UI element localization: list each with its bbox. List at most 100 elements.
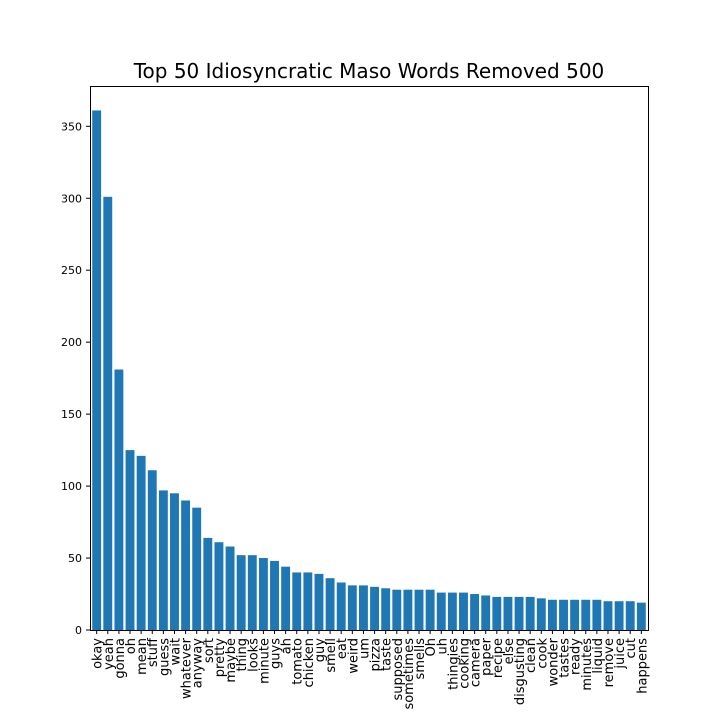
bar-weird xyxy=(347,585,357,630)
bar-guess xyxy=(158,490,168,630)
x-tick-label: recipe xyxy=(491,638,506,678)
bar-sort xyxy=(203,537,213,630)
x-tick-label: tastes xyxy=(558,638,573,678)
chart-title: Top 50 Idiosyncratic Maso Words Removed … xyxy=(133,59,605,83)
x-tick-label: camera xyxy=(469,638,484,687)
bar-cook xyxy=(536,598,546,630)
bar-okay xyxy=(92,110,102,631)
x-tick-label: smell xyxy=(324,638,339,673)
x-tick-label: uh xyxy=(435,638,450,654)
bar-minute xyxy=(258,558,268,630)
bar-cut xyxy=(625,601,635,630)
bar-disgusting xyxy=(514,596,524,630)
bar-mean xyxy=(136,455,146,630)
x-tick-label: cook xyxy=(535,638,550,669)
bar-thing xyxy=(236,555,246,630)
x-tick-label: thingies xyxy=(446,638,461,690)
bar-wonder xyxy=(547,599,557,630)
x-tick-label: cut xyxy=(624,638,639,658)
x-tick-label: thing xyxy=(235,638,250,671)
x-tick-label: minutes xyxy=(580,638,595,691)
bar-gonna xyxy=(114,369,124,630)
x-tick-label: tomato xyxy=(291,638,306,685)
x-tick-label: juice xyxy=(613,638,628,670)
y-tick-label: 300 xyxy=(61,192,82,205)
x-tick-label: whatever xyxy=(180,637,195,699)
bar-clean xyxy=(525,596,535,630)
bar-camera xyxy=(470,594,480,630)
x-tick-label: pretty xyxy=(213,638,228,678)
bar-um xyxy=(358,585,368,630)
bar-taste xyxy=(381,588,391,630)
bar-minutes xyxy=(581,599,591,630)
x-tick-label: else xyxy=(502,638,517,664)
bar-happens xyxy=(636,602,646,630)
y-tick-label: 50 xyxy=(68,552,82,565)
x-tick-label: ah xyxy=(280,638,295,654)
bar-supposed xyxy=(392,589,402,630)
bar-yeah xyxy=(103,196,113,630)
bar-Oh xyxy=(425,589,435,630)
x-tick-label: remove xyxy=(602,638,617,687)
x-tick-label: yeah xyxy=(102,638,117,670)
plot-frame xyxy=(90,86,649,631)
x-tick-label: happens xyxy=(635,638,650,694)
x-tick-label: chicken xyxy=(302,638,317,687)
bar-thingies xyxy=(447,592,457,630)
x-tick-label: disgusting xyxy=(513,638,528,705)
x-tick-label: maybe xyxy=(224,638,239,683)
x-tick-label: wait xyxy=(168,638,183,665)
bar-juice xyxy=(614,601,624,630)
bar-ready xyxy=(570,599,580,630)
bar-uh xyxy=(436,592,446,630)
x-tick-label: mean xyxy=(135,638,150,675)
x-tick-label: minute xyxy=(257,638,272,684)
bar-guys xyxy=(270,560,279,630)
x-tick-label: liquid xyxy=(591,638,606,674)
bar-maybe xyxy=(225,546,235,630)
bar-stuff xyxy=(147,470,157,630)
y-tick-label: 200 xyxy=(61,336,82,349)
bar-else xyxy=(503,596,513,630)
bar-paper xyxy=(481,595,491,630)
bar-ah xyxy=(281,566,291,630)
bar-wait xyxy=(170,493,179,630)
x-tick-label: eat xyxy=(335,638,350,659)
x-tick-label: guy xyxy=(313,638,328,662)
x-tick-label: supposed xyxy=(391,638,406,701)
x-tick-label: okay xyxy=(91,638,106,669)
bar-pizza xyxy=(370,586,380,630)
bar-pretty xyxy=(214,542,224,630)
x-tick-label: weird xyxy=(346,638,361,674)
bar-tastes xyxy=(559,599,568,630)
x-tick-label: guys xyxy=(269,638,284,669)
x-tick-label: wonder xyxy=(546,637,561,686)
x-tick-label: um xyxy=(357,638,372,659)
x-tick-label: guess xyxy=(157,638,172,676)
x-tick-label: oh xyxy=(124,638,139,654)
y-axis: 0 50 100 150 200 250 300 350 xyxy=(61,120,90,637)
x-tick-label: Oh xyxy=(424,638,439,656)
x-tick-label: pizza xyxy=(369,638,384,671)
bar-chicken xyxy=(303,572,313,630)
bar-eat xyxy=(336,582,346,630)
x-tick-label: sometimes xyxy=(402,638,417,710)
y-tick-label: 0 xyxy=(75,624,82,637)
x-tick-label: clean xyxy=(524,638,539,673)
bar-anyway xyxy=(192,507,202,630)
x-tick-label: paper xyxy=(480,637,495,675)
bar-looks xyxy=(247,555,257,630)
x-tick-label: cooking xyxy=(457,638,472,689)
bar-liquid xyxy=(592,599,602,630)
bars-group xyxy=(92,110,646,631)
y-tick-label: 150 xyxy=(61,408,82,421)
bar-smells xyxy=(414,589,424,630)
x-tick-label: anyway xyxy=(191,638,206,688)
x-tick-label: looks xyxy=(246,638,261,672)
bar-tomato xyxy=(292,572,302,630)
y-tick-label: 350 xyxy=(61,120,82,133)
x-tick-label: taste xyxy=(380,638,395,671)
x-tick-label: gonna xyxy=(113,638,128,679)
